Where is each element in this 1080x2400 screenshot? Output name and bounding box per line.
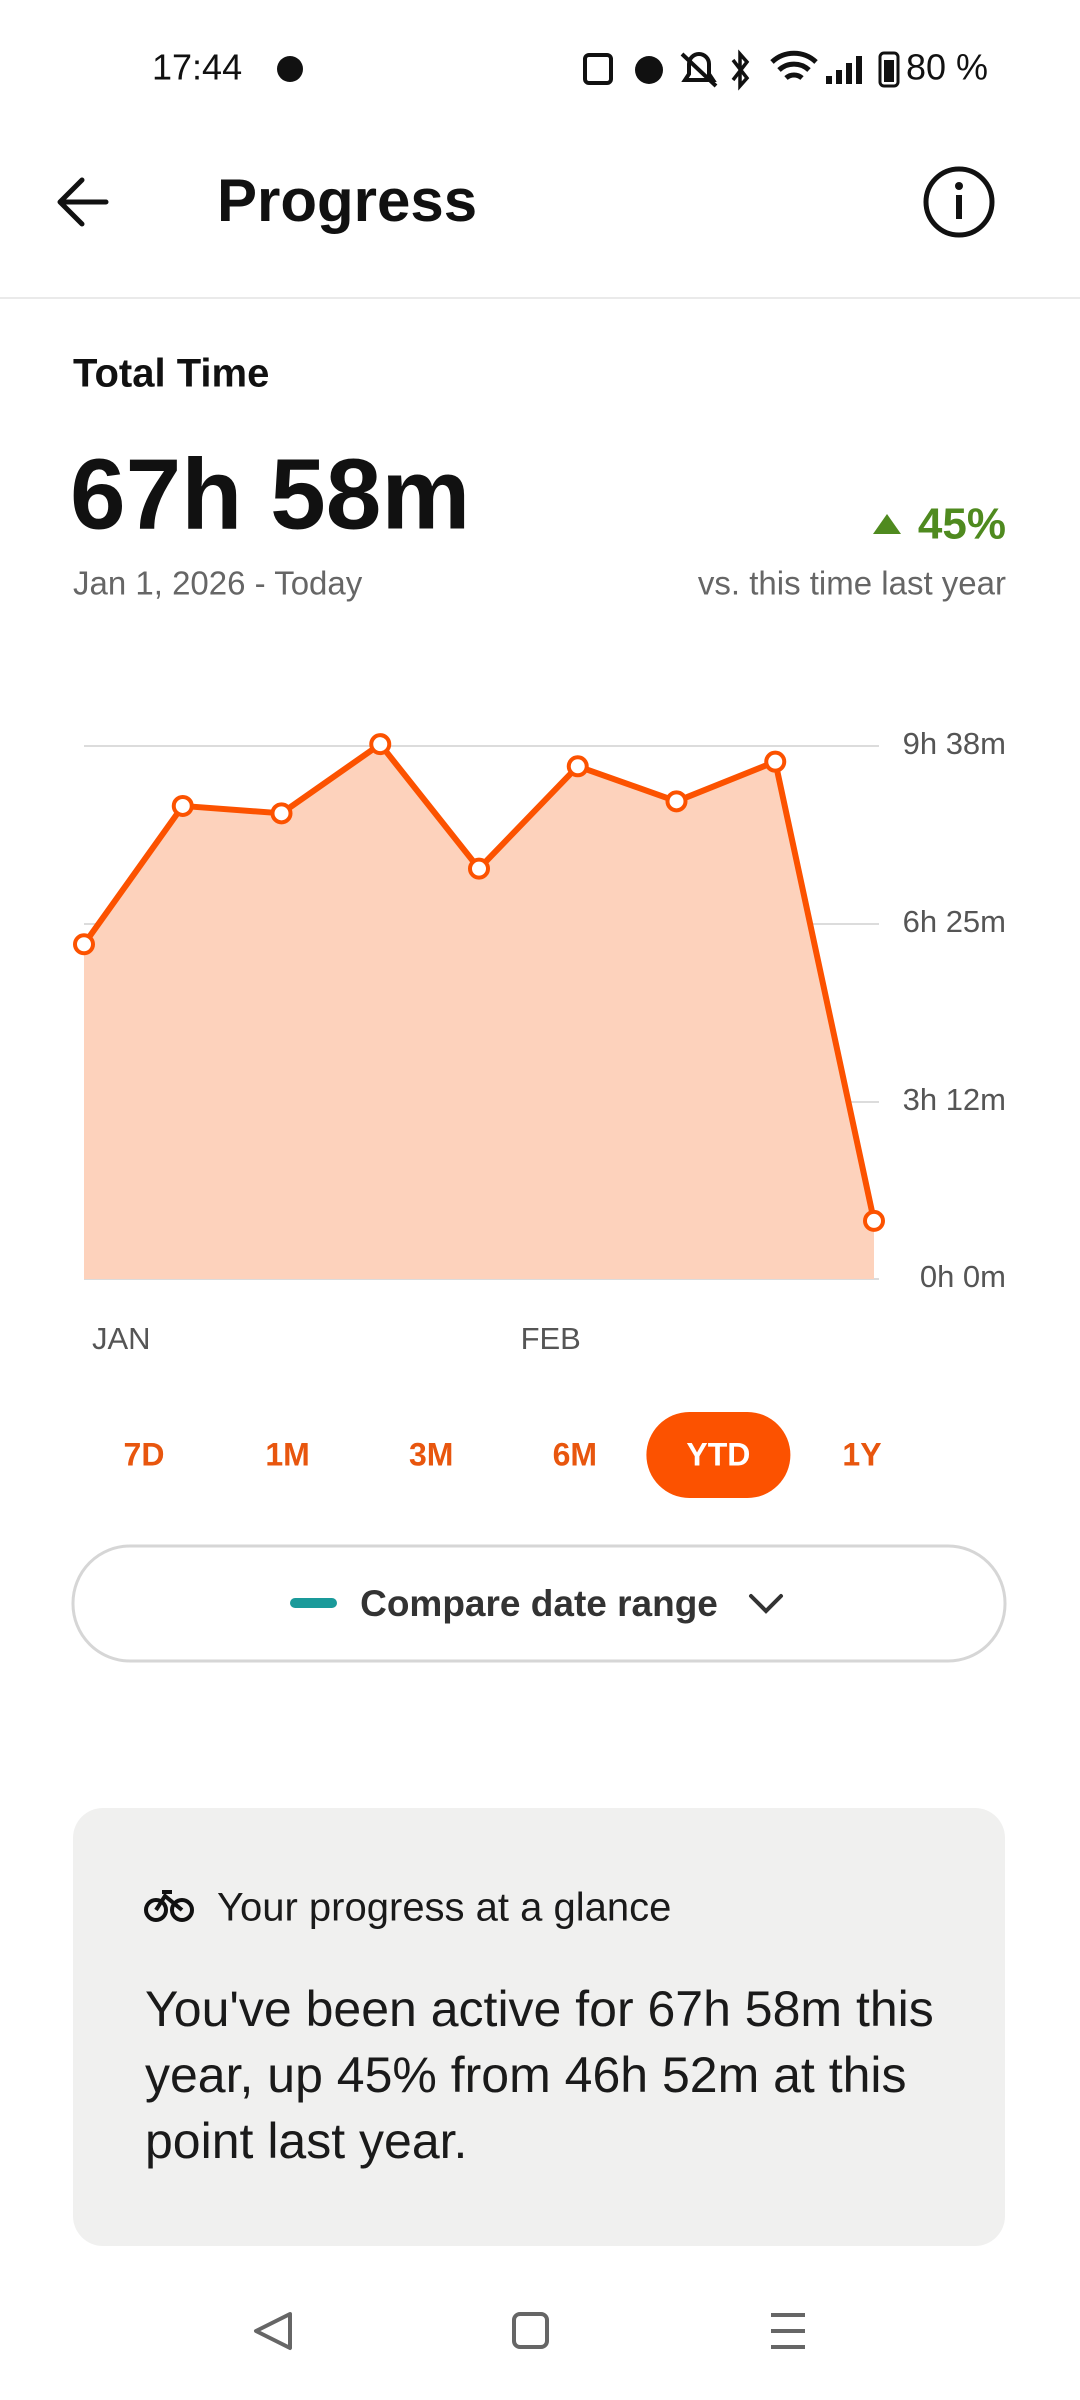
bluetooth-icon — [731, 49, 750, 91]
summary-total: 67h 58m — [70, 438, 470, 550]
compare-button[interactable]: Compare date range — [71, 1544, 1007, 1663]
data-point — [468, 857, 490, 880]
mute-icon — [680, 52, 718, 88]
change-value: 45% — [918, 500, 1006, 549]
range-tab[interactable]: YTD — [686, 1436, 750, 1472]
change-arrow — [873, 514, 901, 534]
bike-icon — [144, 1890, 194, 1922]
wifi-icon — [770, 50, 818, 81]
nav-menu[interactable] — [771, 2313, 805, 2349]
change-note: vs. this time last year — [698, 565, 1006, 602]
tab-selected-bg — [646, 1412, 791, 1498]
chart: 0h 0m 3h 12m 6h 25m 9h 38m JAN FEB — [73, 726, 1006, 1356]
x-tick-label: JAN — [92, 1321, 151, 1356]
data-point — [665, 790, 688, 813]
info-button[interactable] — [923, 166, 995, 238]
date-range: Jan 1, 2026 - Today — [73, 565, 363, 602]
back-button[interactable] — [57, 177, 109, 227]
range-tab[interactable]: 3M — [409, 1436, 453, 1472]
data-point — [73, 933, 95, 956]
nav-back[interactable] — [254, 2312, 292, 2350]
nav-home[interactable] — [512, 2312, 549, 2349]
range-tab[interactable]: 6M — [553, 1436, 597, 1472]
data-point — [566, 755, 589, 778]
y-tick-label: 0h 0m — [920, 1259, 1006, 1294]
signal-icon — [826, 56, 862, 84]
battery-level — [884, 60, 894, 82]
y-tick-label: 9h 38m — [903, 726, 1006, 761]
summary-label: Total Time — [73, 352, 269, 396]
data-point — [369, 733, 392, 756]
range-tab[interactable]: 1Y — [842, 1436, 881, 1472]
battery-icon — [878, 51, 900, 88]
data-point — [270, 802, 293, 825]
range-tab[interactable]: 1M — [265, 1436, 309, 1472]
battery-text: 80 % — [906, 47, 988, 88]
range-tab[interactable]: 7D — [124, 1436, 165, 1472]
nfc-icon — [583, 53, 613, 85]
range-tabs: 7D 1M 3M 6M YTD 1Y — [124, 1412, 882, 1498]
alarm-icon — [635, 56, 663, 84]
data-point — [171, 794, 194, 817]
glance-title: Your progress at a glance — [217, 1886, 671, 1930]
y-tick-label: 3h 12m — [903, 1082, 1006, 1117]
glance-text: You've been active for 67h 58m this year… — [145, 1981, 934, 2169]
compare-label: Compare date range — [360, 1583, 718, 1624]
data-point — [764, 750, 787, 773]
glance-card — [73, 1808, 1005, 2246]
y-tick-label: 6h 25m — [903, 904, 1006, 939]
status-time: 17:44 — [152, 47, 242, 88]
status-icon — [277, 56, 303, 82]
data-point — [863, 1209, 885, 1232]
page-title: Progress — [217, 167, 477, 234]
x-tick-label: FEB — [521, 1321, 581, 1356]
area-fill — [84, 744, 874, 1279]
